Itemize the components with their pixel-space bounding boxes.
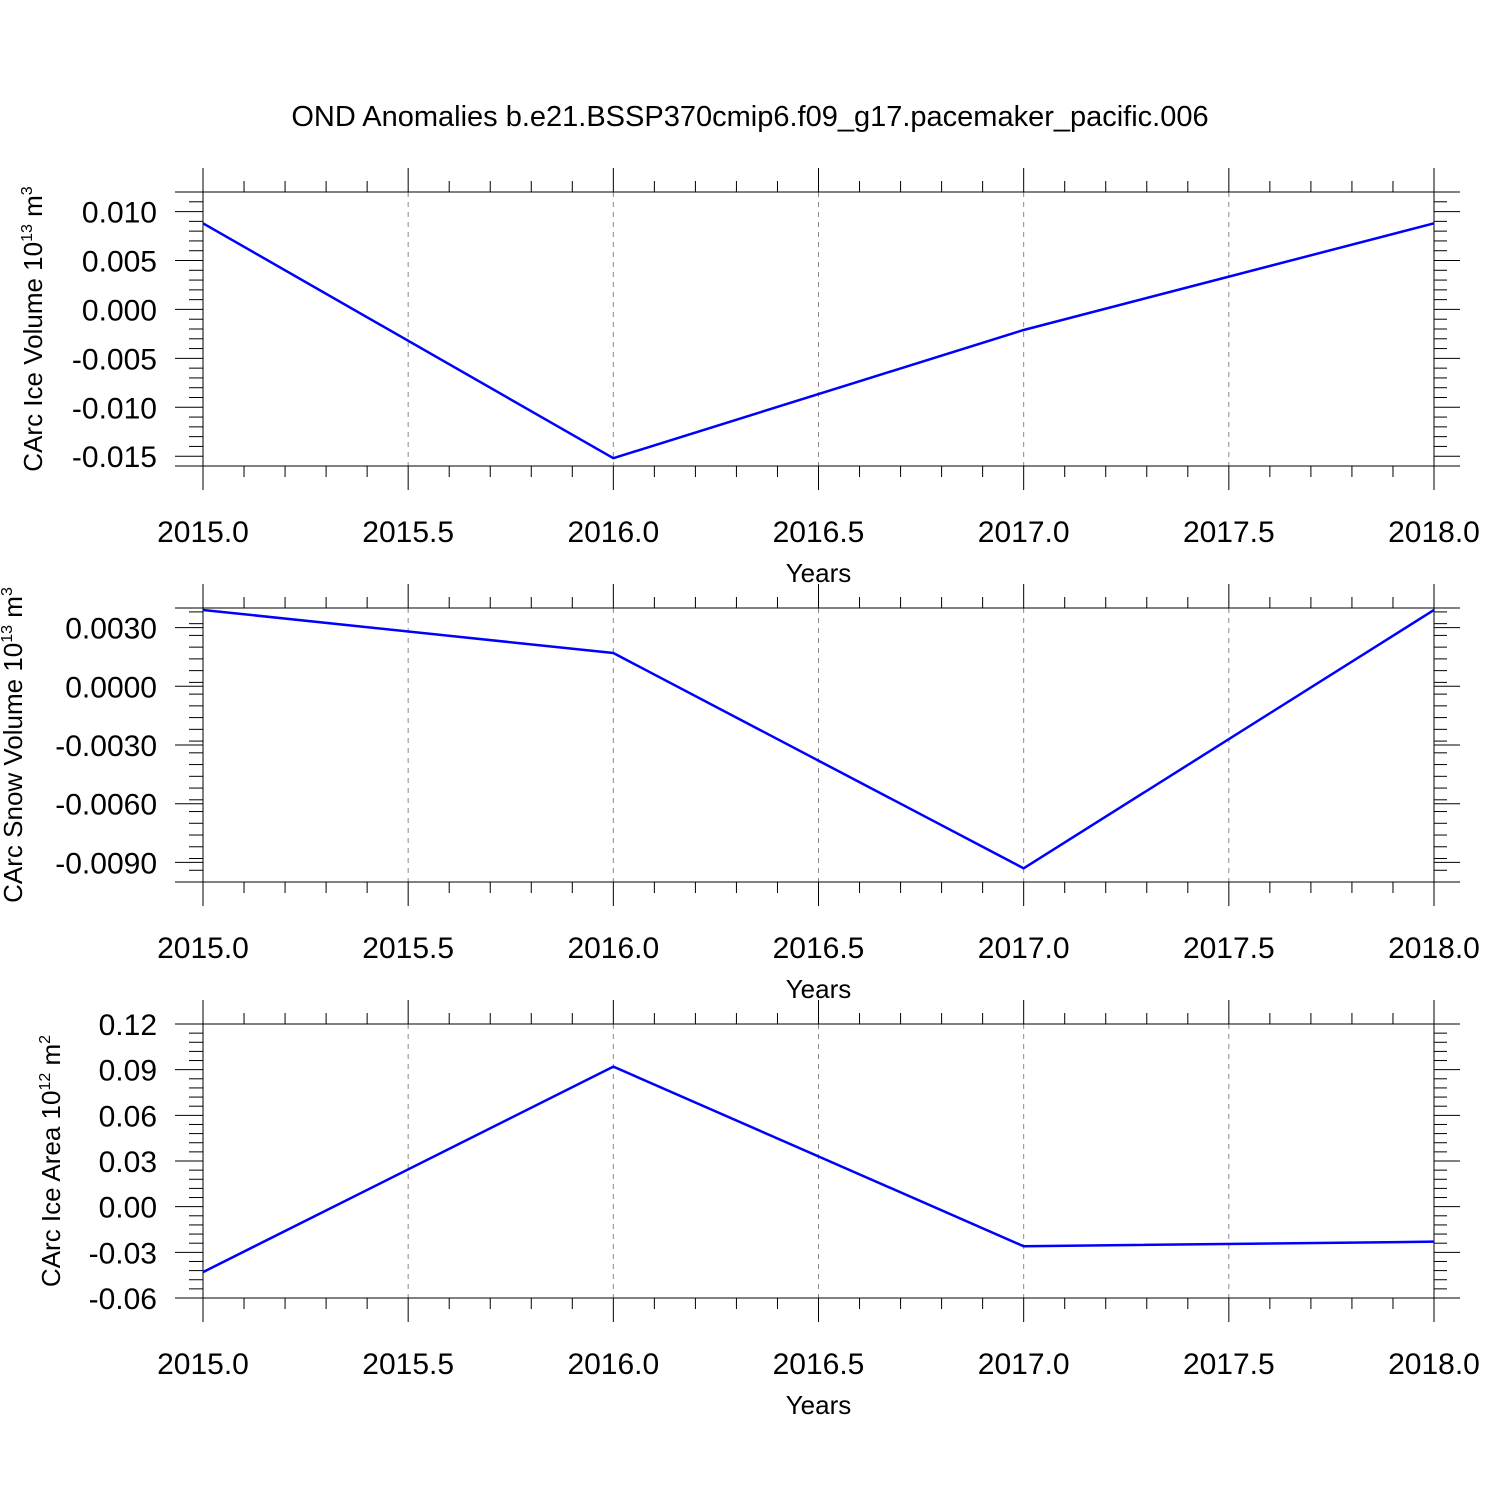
x-tick-label: 2017.5 bbox=[1183, 932, 1275, 965]
y-tick-label: 0.09 bbox=[99, 1055, 157, 1088]
x-tick-label: 2015.0 bbox=[157, 516, 249, 549]
x-tick-label: 2017.5 bbox=[1183, 516, 1275, 549]
x-tick-label: 2018.0 bbox=[1388, 932, 1480, 965]
x-axis-label: Years bbox=[786, 974, 852, 1004]
y-tick-label: 0.00 bbox=[99, 1192, 157, 1225]
x-tick-label: 2015.5 bbox=[362, 1348, 454, 1381]
x-tick-label: 2015.0 bbox=[157, 1348, 249, 1381]
x-tick-label: 2015.5 bbox=[362, 932, 454, 965]
y-tick-label: 0.0000 bbox=[65, 671, 157, 704]
panel-snow-volume: -0.0090 -0.0060 -0.0030 0.0000 0.0030 2015.0 2… bbox=[0, 584, 1480, 1004]
y-tick-label: -0.0030 bbox=[55, 730, 157, 763]
y-tick-label: 0.06 bbox=[99, 1100, 157, 1133]
x-tick-label: 2016.0 bbox=[567, 1348, 659, 1381]
y-tick-label: -0.015 bbox=[72, 441, 157, 474]
x-tick-label: 2017.0 bbox=[978, 516, 1070, 549]
x-tick-label: 2018.0 bbox=[1388, 516, 1480, 549]
x-tick-label: 2015.5 bbox=[362, 516, 454, 549]
series-line bbox=[202, 1065, 1435, 1274]
y-tick-label: 0.000 bbox=[82, 294, 157, 327]
y-tick-label: 0.010 bbox=[82, 197, 157, 230]
panel-ice-area: -0.06 -0.03 0.00 0.03 0.06 0.09 0.12 2015.0 2015… bbox=[36, 1000, 1480, 1420]
x-tick-label: 2016.0 bbox=[567, 932, 659, 965]
series-line bbox=[202, 608, 1435, 870]
x-tick-label: 2016.5 bbox=[773, 932, 865, 965]
y-tick-label: -0.03 bbox=[89, 1237, 157, 1270]
y-axis-label: CArc Ice Volume 1013 m3 bbox=[18, 186, 48, 471]
y-tick-label: 0.0030 bbox=[65, 613, 157, 646]
x-tick-label: 2016.5 bbox=[773, 516, 865, 549]
y-tick-label: -0.005 bbox=[72, 343, 157, 376]
x-tick-label: 2016.5 bbox=[773, 1348, 865, 1381]
y-tick-label: -0.010 bbox=[72, 392, 157, 425]
figure-title: OND Anomalies b.e21.BSSP370cmip6.f09_g17… bbox=[291, 101, 1209, 133]
y-tick-label: 0.005 bbox=[82, 246, 157, 279]
y-axis-label: CArc Snow Volume 1013 m3 bbox=[0, 587, 28, 903]
y-tick-label: 0.03 bbox=[99, 1146, 157, 1179]
x-tick-label: 2016.0 bbox=[567, 516, 659, 549]
x-tick-label: 2018.0 bbox=[1388, 1348, 1480, 1381]
y-tick-label: -0.06 bbox=[89, 1283, 157, 1316]
y-axis-label: CArc Ice Area 1012 m2 bbox=[36, 1035, 66, 1287]
y-tick-label: -0.0090 bbox=[55, 847, 157, 880]
series-line bbox=[202, 222, 1435, 460]
x-tick-label: 2017.0 bbox=[978, 932, 1070, 965]
y-tick-label: 0.12 bbox=[99, 1009, 157, 1042]
x-tick-label: 2017.0 bbox=[978, 1348, 1070, 1381]
x-axis-label: Years bbox=[786, 1390, 852, 1420]
panel-ice-volume: -0.015 -0.010 -0.005 0.000 0.005 0.010 2015.0 2… bbox=[18, 168, 1480, 588]
y-tick-label: -0.0060 bbox=[55, 789, 157, 822]
x-axis-label: Years bbox=[786, 558, 852, 588]
x-tick-label: 2015.0 bbox=[157, 932, 249, 965]
x-tick-label: 2017.5 bbox=[1183, 1348, 1275, 1381]
